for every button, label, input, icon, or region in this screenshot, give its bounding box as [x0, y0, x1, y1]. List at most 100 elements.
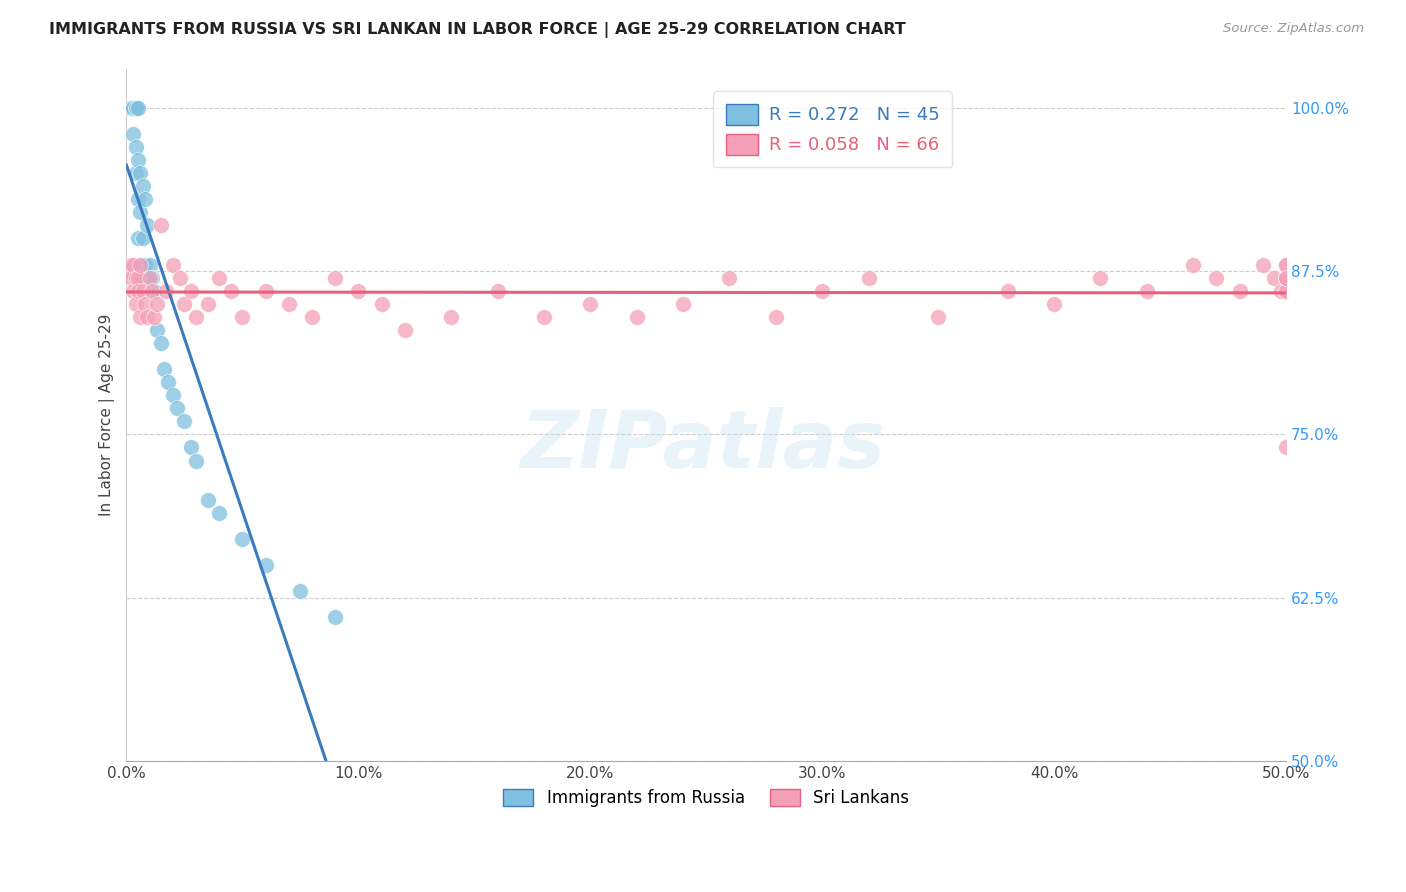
Point	[125, 101, 148, 115]
Point	[765, 310, 787, 324]
Point	[162, 388, 184, 402]
Point	[1275, 270, 1298, 285]
Point	[141, 270, 163, 285]
Point	[486, 284, 509, 298]
Point	[1275, 270, 1298, 285]
Point	[129, 205, 152, 219]
Point	[155, 284, 177, 298]
Point	[120, 258, 142, 272]
Point	[208, 506, 231, 520]
Point	[152, 362, 174, 376]
Point	[122, 101, 145, 115]
Point	[162, 258, 184, 272]
Point	[131, 284, 153, 298]
Point	[150, 219, 173, 233]
Point	[1275, 284, 1298, 298]
Y-axis label: In Labor Force | Age 25-29: In Labor Force | Age 25-29	[100, 314, 115, 516]
Point	[180, 441, 202, 455]
Point	[127, 270, 149, 285]
Point	[370, 297, 392, 311]
Point	[122, 284, 145, 298]
Point	[858, 270, 880, 285]
Point	[127, 284, 149, 298]
Point	[1270, 284, 1292, 298]
Text: IMMIGRANTS FROM RUSSIA VS SRI LANKAN IN LABOR FORCE | AGE 25-29 CORRELATION CHAR: IMMIGRANTS FROM RUSSIA VS SRI LANKAN IN …	[49, 22, 905, 38]
Point	[208, 270, 231, 285]
Point	[173, 414, 195, 428]
Point	[184, 310, 207, 324]
Point	[254, 558, 277, 572]
Point	[169, 270, 191, 285]
Point	[1136, 284, 1159, 298]
Point	[1229, 284, 1251, 298]
Point	[1263, 270, 1285, 285]
Point	[122, 127, 145, 141]
Point	[134, 297, 156, 311]
Point	[141, 284, 163, 298]
Point	[440, 310, 463, 324]
Point	[1090, 270, 1112, 285]
Point	[134, 258, 156, 272]
Point	[136, 219, 159, 233]
Point	[254, 284, 277, 298]
Point	[145, 323, 167, 337]
Point	[927, 310, 949, 324]
Point	[219, 284, 242, 298]
Point	[231, 532, 253, 546]
Point	[579, 297, 602, 311]
Point	[277, 297, 299, 311]
Point	[180, 284, 202, 298]
Point	[127, 101, 149, 115]
Point	[118, 101, 141, 115]
Point	[122, 101, 145, 115]
Point	[129, 258, 152, 272]
Point	[129, 310, 152, 324]
Point	[127, 231, 149, 245]
Point	[134, 192, 156, 206]
Point	[138, 258, 160, 272]
Point	[131, 231, 153, 245]
Point	[129, 166, 152, 180]
Point	[125, 140, 148, 154]
Point	[997, 284, 1019, 298]
Point	[127, 192, 149, 206]
Point	[626, 310, 648, 324]
Point	[1275, 258, 1298, 272]
Point	[1182, 258, 1205, 272]
Point	[1275, 284, 1298, 298]
Point	[173, 297, 195, 311]
Point	[122, 101, 145, 115]
Point	[120, 101, 142, 115]
Point	[125, 101, 148, 115]
Point	[347, 284, 370, 298]
Point	[131, 179, 153, 194]
Point	[122, 258, 145, 272]
Point	[150, 335, 173, 350]
Point	[143, 284, 166, 298]
Point	[394, 323, 416, 337]
Point	[184, 453, 207, 467]
Point	[1043, 297, 1066, 311]
Point	[197, 492, 219, 507]
Point	[1275, 258, 1298, 272]
Point	[1275, 441, 1298, 455]
Point	[131, 270, 153, 285]
Point	[129, 258, 152, 272]
Point	[145, 297, 167, 311]
Point	[231, 310, 253, 324]
Point	[157, 375, 180, 389]
Point	[125, 270, 148, 285]
Point	[197, 297, 219, 311]
Text: ZIPatlas: ZIPatlas	[520, 407, 886, 485]
Point	[323, 270, 346, 285]
Point	[138, 270, 160, 285]
Point	[136, 310, 159, 324]
Point	[672, 297, 695, 311]
Text: Source: ZipAtlas.com: Source: ZipAtlas.com	[1223, 22, 1364, 36]
Point	[118, 264, 141, 278]
Point	[118, 101, 141, 115]
Point	[120, 101, 142, 115]
Point	[127, 153, 149, 167]
Point	[290, 584, 312, 599]
Point	[811, 284, 834, 298]
